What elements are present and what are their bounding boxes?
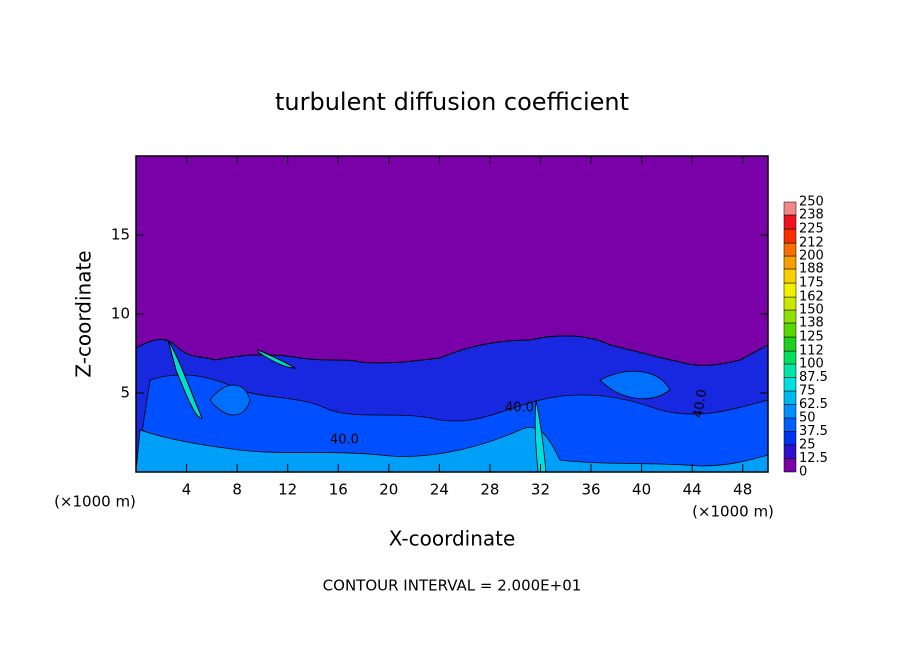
colorbar-label: 162	[799, 290, 824, 305]
x-tick-label: 48	[733, 481, 752, 499]
colorbar-label: 62.5	[799, 397, 828, 412]
colorbar-band	[783, 363, 797, 378]
colorbar-label: 50	[799, 411, 816, 426]
x-tick-label: 12	[278, 481, 297, 499]
colorbar-label: 212	[799, 236, 824, 251]
colorbar-label: 25	[799, 438, 816, 453]
colorbar-label: 238	[799, 207, 824, 222]
y-tick-label: 15	[111, 226, 130, 244]
colorbar-label: 225	[799, 222, 824, 237]
colorbar-label: 200	[799, 249, 824, 264]
colorbar-label: 138	[799, 315, 824, 330]
colorbar-band	[783, 377, 797, 392]
colorbar-label: 75	[799, 384, 816, 399]
colorbar-band	[783, 282, 797, 298]
colorbar-band	[783, 350, 797, 365]
colorbar-band	[783, 228, 797, 244]
y-tick-label: 5	[120, 384, 130, 402]
x-tick-label: 28	[480, 481, 499, 499]
colorbar-band	[783, 322, 797, 338]
contour-label: 40.0	[691, 388, 711, 419]
colorbar-band	[783, 404, 797, 419]
annotation: CONTOUR INTERVAL = 2.000E+01	[323, 577, 582, 595]
x-tick-label: 40	[632, 481, 651, 499]
x-tick-label: 32	[531, 481, 550, 499]
colorbar-band	[783, 431, 797, 446]
colorbar-band	[783, 458, 797, 473]
x-tick-label: 4	[182, 481, 192, 499]
colorbar-band	[783, 214, 797, 230]
colorbar-band	[783, 417, 797, 432]
colorbar-label: 112	[799, 344, 824, 359]
colorbar-label: 100	[799, 357, 824, 372]
colorbar-band	[783, 296, 797, 311]
contour-label: 40.0	[330, 433, 359, 448]
colorbar-label: 175	[799, 276, 824, 291]
colorbar-label: 250	[799, 195, 824, 210]
x-axis-label: X-coordinate	[389, 527, 516, 551]
x-tick-label: 36	[581, 481, 600, 499]
colorbar-band	[783, 242, 797, 257]
x-tick-label: 8	[232, 481, 242, 499]
colorbar-label: 188	[799, 261, 824, 276]
x-tick-label: 44	[683, 481, 702, 499]
colorbar-label: 12.5	[799, 451, 828, 466]
colorbar-label: 87.5	[799, 370, 828, 385]
colorbar-band	[783, 255, 797, 270]
x-tick-label: 16	[329, 481, 348, 499]
colorbar-band	[783, 390, 797, 405]
chart-title: turbulent diffusion coefficient	[275, 88, 629, 116]
y-axis-label: Z-coordinate	[72, 250, 96, 377]
colorbar-label: 37.5	[799, 424, 828, 439]
colorbar-band	[783, 444, 797, 459]
x-unit: (×1000 m)	[692, 503, 774, 521]
colorbar-band	[783, 336, 797, 352]
colorbar-label: 125	[799, 330, 824, 345]
contour-label: 40.0	[505, 401, 534, 416]
x-tick-label: 24	[430, 481, 449, 499]
colorbar-band	[783, 268, 797, 284]
colorbar-band	[783, 201, 797, 216]
x-unit: (×1000 m)	[54, 493, 136, 511]
colorbar-band	[783, 309, 797, 324]
y-tick-label: 10	[111, 305, 130, 323]
colorbar-label: 0	[799, 465, 807, 480]
field	[136, 335, 768, 472]
colorbar-label: 150	[799, 303, 824, 318]
x-tick-label: 20	[379, 481, 398, 499]
